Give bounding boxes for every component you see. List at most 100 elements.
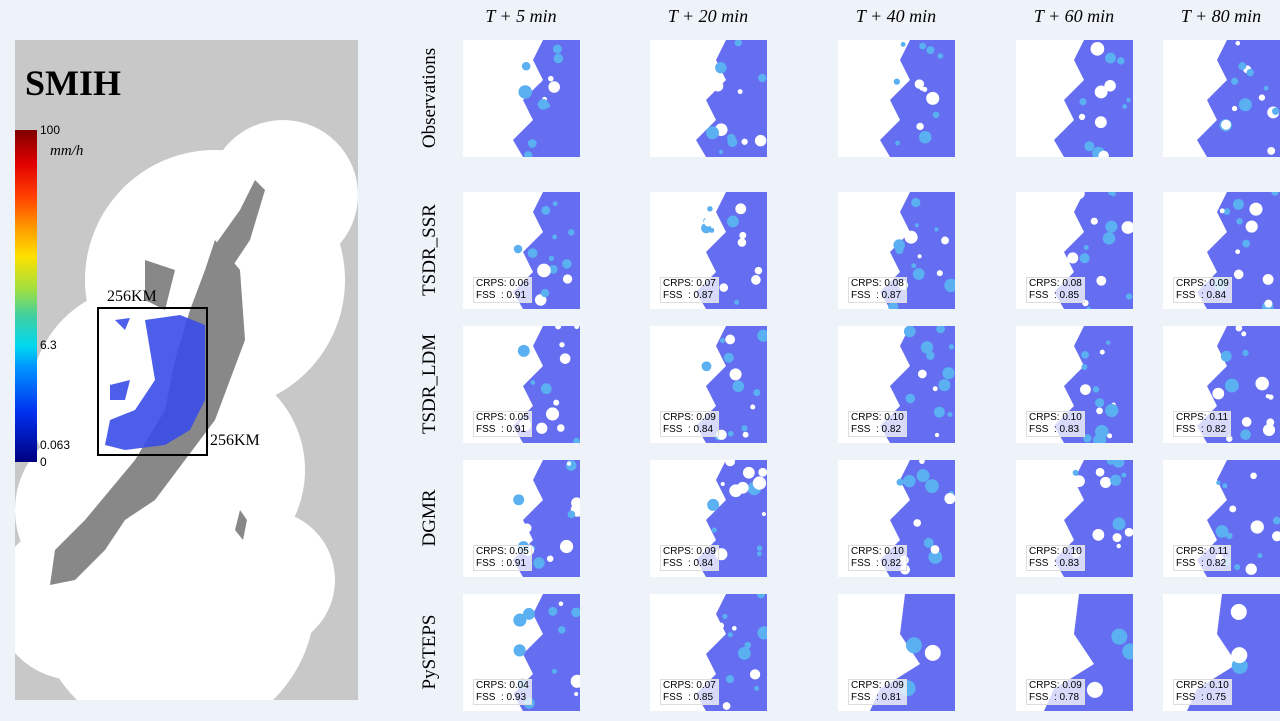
- radar-cell: CRPS: 0.10 FSS : 0.83: [1016, 460, 1133, 577]
- radar-image: [1197, 40, 1280, 157]
- radar-cell: CRPS: 0.09 FSS : 0.84: [1163, 192, 1280, 309]
- fss-score: FSS : 0.82: [851, 424, 902, 435]
- column-header: T + 20 min: [667, 6, 749, 26]
- radar-cell: CRPS: 0.05 FSS : 0.91: [463, 460, 580, 577]
- score-box: CRPS: 0.10 FSS : 0.75: [1173, 679, 1232, 705]
- score-box: CRPS: 0.10 FSS : 0.83: [1026, 411, 1085, 437]
- crps-score: CRPS: 0.09: [1029, 680, 1082, 691]
- fss-score: FSS : 0.81: [851, 692, 902, 703]
- score-box: CRPS: 0.10 FSS : 0.82: [848, 545, 907, 571]
- box-label: 256KM: [107, 288, 157, 305]
- radar-cell: [1016, 40, 1133, 157]
- radar-cell: CRPS: 0.07 FSS : 0.87: [650, 192, 767, 309]
- radar-map: [15, 120, 358, 700]
- row-label: TSDR_SSR: [419, 204, 440, 296]
- score-box: CRPS: 0.09 FSS : 0.84: [1173, 277, 1232, 303]
- score-box: CRPS: 0.09 FSS : 0.78: [1026, 679, 1085, 705]
- fss-score: FSS : 0.82: [1176, 558, 1227, 569]
- column-header: T + 5 min: [485, 6, 557, 26]
- colorbar-tick: 6.3: [40, 338, 57, 352]
- crps-score: CRPS: 0.07: [663, 680, 716, 691]
- radar-cell: CRPS: 0.05 FSS : 0.91: [463, 326, 580, 443]
- radar-cell: CRPS: 0.09 FSS : 0.81: [838, 594, 955, 711]
- fss-score: FSS : 0.93: [476, 692, 527, 703]
- score-box: CRPS: 0.08 FSS : 0.85: [1026, 277, 1085, 303]
- radar-cell: CRPS: 0.06 FSS : 0.91: [463, 192, 580, 309]
- score-box: CRPS: 0.11 FSS : 0.82: [1173, 545, 1232, 571]
- fss-score: FSS : 0.91: [476, 558, 527, 569]
- score-box: CRPS: 0.04 FSS : 0.93: [473, 679, 532, 705]
- panel-title: SMIH: [25, 63, 122, 103]
- radar-image: [696, 40, 767, 157]
- radar-cell: CRPS: 0.10 FSS : 0.82: [838, 326, 955, 443]
- crps-score: CRPS: 0.09: [663, 546, 716, 557]
- crps-score: CRPS: 0.08: [1029, 278, 1082, 289]
- crps-score: CRPS: 0.09: [663, 412, 716, 423]
- crps-score: CRPS: 0.10: [1176, 680, 1229, 691]
- score-box: CRPS: 0.05 FSS : 0.91: [473, 411, 532, 437]
- crps-score: CRPS: 0.10: [1029, 546, 1082, 557]
- column-header: T + 80 min: [1180, 6, 1262, 26]
- fss-score: FSS : 0.87: [851, 290, 902, 301]
- fss-score: FSS : 0.91: [476, 424, 527, 435]
- crps-score: CRPS: 0.06: [476, 278, 529, 289]
- radar-cell: CRPS: 0.10 FSS : 0.83: [1016, 326, 1133, 443]
- crps-score: CRPS: 0.09: [851, 680, 904, 691]
- crps-score: CRPS: 0.05: [476, 546, 529, 557]
- radar-cell: [463, 40, 580, 157]
- score-box: CRPS: 0.07 FSS : 0.85: [660, 679, 719, 705]
- radar-cell: [838, 40, 955, 157]
- fss-score: FSS : 0.84: [1176, 290, 1227, 301]
- fss-score: FSS : 0.82: [1176, 424, 1227, 435]
- fss-score: FSS : 0.83: [1029, 424, 1080, 435]
- score-box: CRPS: 0.09 FSS : 0.81: [848, 679, 907, 705]
- fss-score: FSS : 0.87: [663, 290, 714, 301]
- row-label: Observations: [419, 47, 440, 149]
- radar-cell: CRPS: 0.04 FSS : 0.93: [463, 594, 580, 711]
- box-label: 256KM: [210, 432, 260, 449]
- crps-score: CRPS: 0.07: [663, 278, 716, 289]
- radar-image: [513, 40, 580, 157]
- map-panel: SMIH 256KM 256KM 100 mm/h 6.3 0.063 0: [15, 40, 358, 700]
- radar-cell: CRPS: 0.07 FSS : 0.85: [650, 594, 767, 711]
- score-box: CRPS: 0.09 FSS : 0.84: [660, 545, 719, 571]
- fss-score: FSS : 0.85: [1029, 290, 1080, 301]
- fss-score: FSS : 0.82: [851, 558, 902, 569]
- radar-cell: CRPS: 0.08 FSS : 0.87: [838, 192, 955, 309]
- fss-score: FSS : 0.78: [1029, 692, 1080, 703]
- fss-score: FSS : 0.75: [1176, 692, 1227, 703]
- score-box: CRPS: 0.07 FSS : 0.87: [660, 277, 719, 303]
- crps-score: CRPS: 0.08: [851, 278, 904, 289]
- radar-cell: CRPS: 0.09 FSS : 0.78: [1016, 594, 1133, 711]
- radar-cell: CRPS: 0.09 FSS : 0.84: [650, 460, 767, 577]
- score-box: CRPS: 0.11 FSS : 0.82: [1173, 411, 1232, 437]
- colorbar: [15, 130, 37, 462]
- fss-score: FSS : 0.84: [663, 424, 714, 435]
- crps-score: CRPS: 0.10: [1029, 412, 1082, 423]
- row-label: PySTEPS: [419, 614, 440, 690]
- row-label: TSDR_LDM: [419, 333, 440, 435]
- colorbar-tick: 0.063: [40, 438, 71, 452]
- radar-cell: CRPS: 0.09 FSS : 0.84: [650, 326, 767, 443]
- radar-cell: CRPS: 0.10 FSS : 0.75: [1163, 594, 1280, 711]
- colorbar-tick: 0: [40, 455, 47, 469]
- crps-score: CRPS: 0.05: [476, 412, 529, 423]
- row-label: DGMR: [419, 489, 440, 547]
- radar-cell: CRPS: 0.10 FSS : 0.82: [838, 460, 955, 577]
- radar-cell: [650, 40, 767, 157]
- score-box: CRPS: 0.10 FSS : 0.82: [848, 411, 907, 437]
- colorbar-unit: mm/h: [50, 143, 84, 159]
- radar-cell: CRPS: 0.11 FSS : 0.82: [1163, 326, 1280, 443]
- score-box: CRPS: 0.10 FSS : 0.83: [1026, 545, 1085, 571]
- radar-cell: CRPS: 0.11 FSS : 0.82: [1163, 460, 1280, 577]
- score-box: CRPS: 0.06 FSS : 0.91: [473, 277, 532, 303]
- fss-score: FSS : 0.85: [663, 692, 714, 703]
- score-box: CRPS: 0.08 FSS : 0.87: [848, 277, 907, 303]
- colorbar-tick: 100: [40, 123, 61, 137]
- fss-score: FSS : 0.83: [1029, 558, 1080, 569]
- score-box: CRPS: 0.05 FSS : 0.91: [473, 545, 532, 571]
- radar-cell: [1163, 40, 1280, 157]
- fss-score: FSS : 0.84: [663, 558, 714, 569]
- crps-score: CRPS: 0.11: [1176, 412, 1229, 423]
- crps-score: CRPS: 0.10: [851, 546, 904, 557]
